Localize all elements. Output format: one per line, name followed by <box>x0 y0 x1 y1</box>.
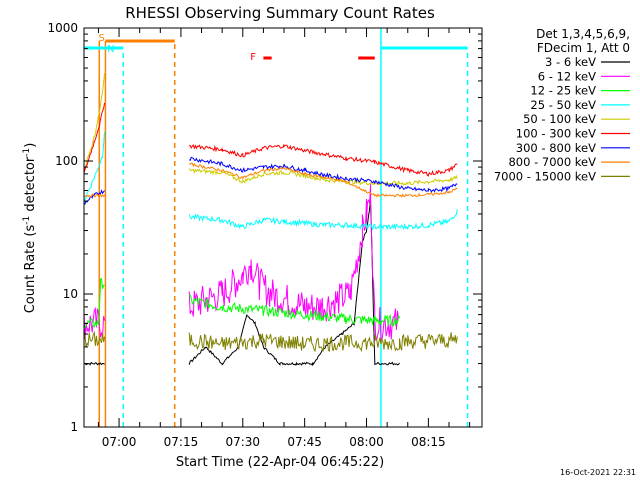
y-label-sup-2: -1 <box>22 148 32 157</box>
y-tick-label: 1000 <box>47 21 78 35</box>
y-axis-label: Count Rate (s-1 detector-1) <box>22 143 38 314</box>
y-tick-label: 100 <box>55 154 78 168</box>
series-line <box>83 72 458 186</box>
plot-frame <box>83 27 483 428</box>
y-tick-label: 1 <box>70 420 78 434</box>
series-line <box>83 184 400 341</box>
flag-label: N <box>107 44 114 55</box>
y-label-part-1: Count Rate (s <box>23 225 38 314</box>
legend-item-label: 50 - 100 keV <box>523 112 596 126</box>
x-tick-label: 08:15 <box>411 435 446 449</box>
legend-item-label: 800 - 7000 keV <box>508 155 596 169</box>
y-label-part-2: detector <box>23 156 38 216</box>
legend-item-label: 300 - 800 keV <box>516 141 596 155</box>
y-label-sup-1: -1 <box>22 216 32 225</box>
legend-item-label: 7000 - 15000 keV <box>494 169 596 183</box>
x-axis: 07:00 07:15 07:30 07:45 08:00 08:15 <box>97 28 471 449</box>
observing-flags: SN F <box>84 28 469 427</box>
y-tick-label: 10 <box>63 287 78 301</box>
flag-label: S <box>99 33 105 44</box>
legend-item-label: 6 - 12 keV <box>538 69 596 83</box>
legend-item-label: 100 - 300 keV <box>516 127 596 141</box>
series-line <box>83 278 400 330</box>
x-tick-label: 07:45 <box>287 435 322 449</box>
x-tick-label: 07:15 <box>164 435 199 449</box>
x-tick-label: 07:30 <box>225 435 260 449</box>
legend-item-label: 25 - 50 keV <box>530 98 596 112</box>
x-tick-label: 08:00 <box>349 435 384 449</box>
series-line <box>84 330 458 353</box>
x-axis-label: Start Time (22-Apr-04 06:45:22) <box>176 455 384 470</box>
legend-item-label: 3 - 6 keV <box>545 55 596 69</box>
chart-title: RHESSI Observing Summary Count Rates <box>125 4 435 22</box>
legend-item-label: 12 - 25 keV <box>530 84 596 98</box>
y-axis: 1 10 100 1000 <box>47 21 482 434</box>
generated-timestamp: 16-Oct-2021 22:31 <box>560 468 636 477</box>
flag-label: F <box>250 52 256 63</box>
series-layer <box>83 72 458 367</box>
legend-header-2: FDecim 1, Att 0 <box>537 41 630 55</box>
x-tick-label: 07:00 <box>102 435 137 449</box>
series-line <box>83 162 458 198</box>
legend-header-1: Det 1,3,4,5,6,9, <box>536 27 630 41</box>
y-label-part-3: ) <box>23 143 38 148</box>
series-line <box>83 102 458 177</box>
legend: Det 1,3,4,5,6,9, FDecim 1, Att 0 3 - 6 k… <box>494 27 630 183</box>
series-line <box>83 131 458 231</box>
